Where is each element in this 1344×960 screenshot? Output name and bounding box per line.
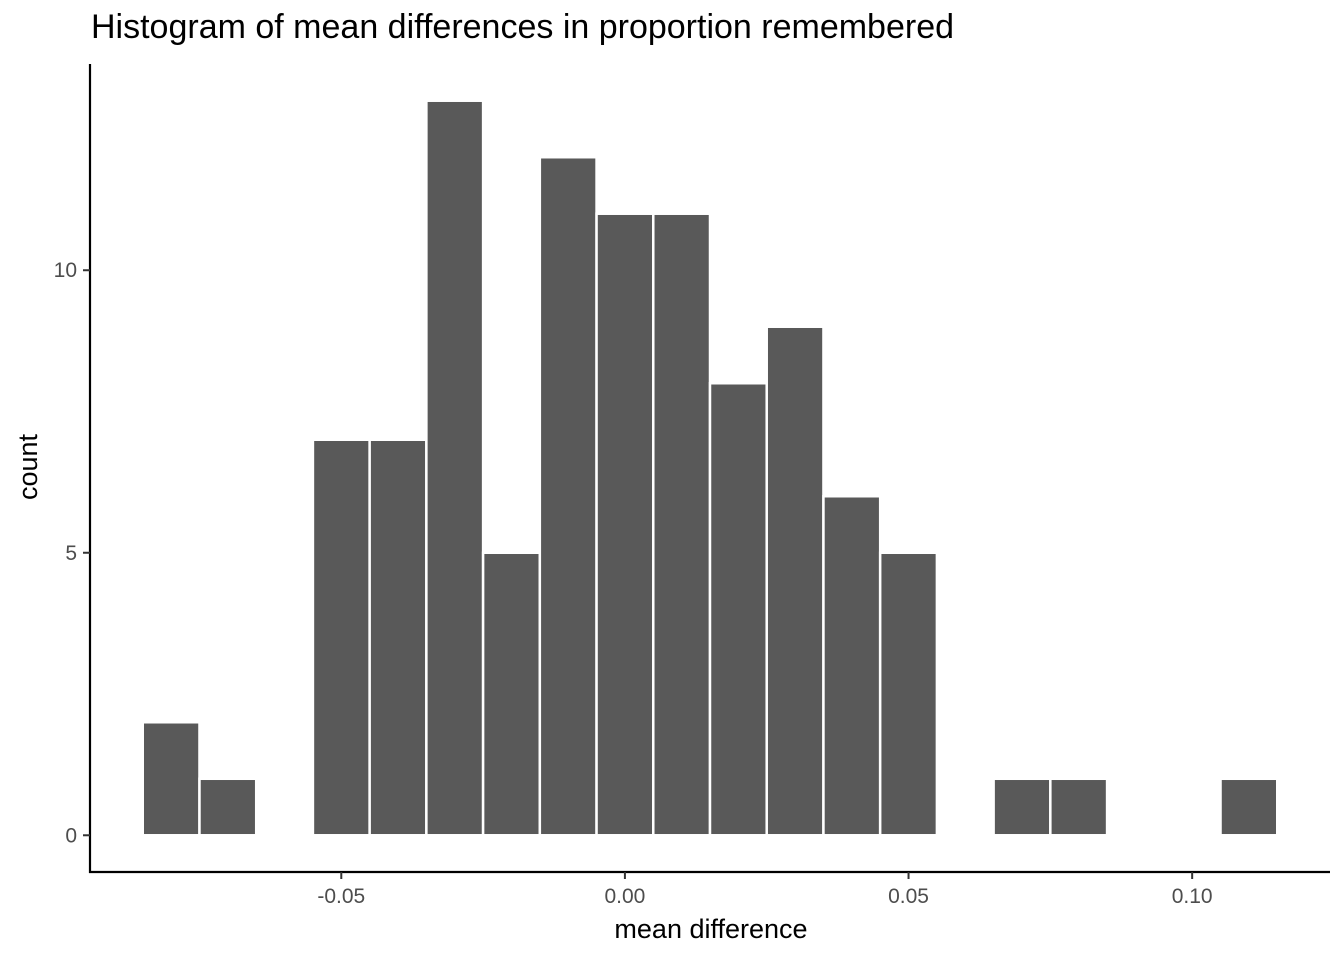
histogram-bar xyxy=(878,551,939,837)
histogram-bar xyxy=(425,99,485,837)
histogram-bar xyxy=(708,381,768,837)
x-tick-label: -0.05 xyxy=(317,885,365,908)
histogram-bar xyxy=(368,438,428,837)
histogram-bar xyxy=(198,777,258,837)
histogram-bar xyxy=(1219,777,1279,837)
histogram-bar xyxy=(595,212,655,837)
histogram-bar xyxy=(765,325,825,837)
histogram-bar xyxy=(481,551,542,837)
histogram-bar xyxy=(311,438,371,837)
y-tick-label: 0 xyxy=(65,824,77,847)
x-tick-label: 0.00 xyxy=(604,885,645,908)
histogram-bar xyxy=(1049,777,1109,837)
histogram-bar xyxy=(141,721,201,837)
chart-title: Histogram of mean differences in proport… xyxy=(91,8,955,46)
x-axis-title: mean difference xyxy=(614,914,807,944)
bars-group xyxy=(141,99,1279,837)
y-axis-title: count xyxy=(13,433,43,500)
y-tick-label: 5 xyxy=(65,542,77,565)
histogram-bar xyxy=(992,777,1052,837)
x-tick-label: 0.05 xyxy=(888,885,929,908)
y-tick-label: 10 xyxy=(54,259,77,282)
histogram-bar xyxy=(652,212,712,837)
y-axis-ticks: 0 5 10 xyxy=(54,259,90,847)
x-tick-label: 0.10 xyxy=(1172,885,1213,908)
histogram-bar xyxy=(822,495,882,837)
x-axis-ticks: -0.05 0.00 0.05 0.10 xyxy=(317,872,1213,908)
histogram-bar xyxy=(538,155,598,837)
